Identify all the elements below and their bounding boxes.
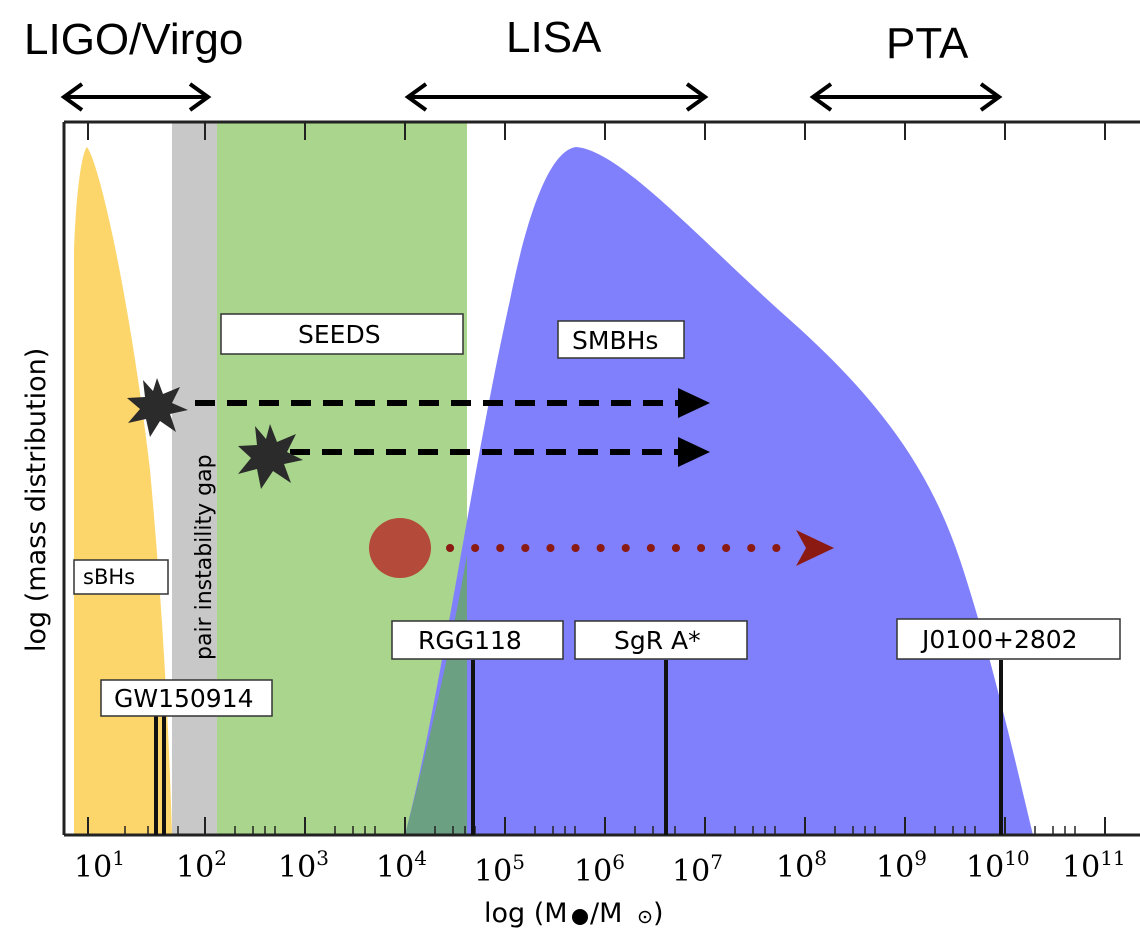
black-hole-symbol <box>572 909 588 925</box>
x-axis-tick-labels: 101 102 103 104 105 106 107 108 109 1010… <box>74 846 1126 889</box>
svg-text:105: 105 <box>474 850 525 889</box>
pta-range-arrow <box>809 82 1003 112</box>
lisa-range-arrow <box>404 82 709 112</box>
plot-area <box>74 122 1033 835</box>
seeds-label-box: SEEDS <box>220 313 464 355</box>
seed-growth-arrowhead-2 <box>678 437 710 467</box>
svg-text:108: 108 <box>776 846 827 885</box>
svg-text:SEEDS: SEEDS <box>298 320 381 349</box>
svg-text:106: 106 <box>574 850 625 889</box>
svg-text:102: 102 <box>176 846 227 885</box>
svg-text:GW150914: GW150914 <box>114 684 254 713</box>
pta-title: PTA <box>886 19 969 68</box>
svg-text:109: 109 <box>876 846 927 885</box>
svg-text:1011: 1011 <box>1062 846 1126 885</box>
x-axis-ticks <box>87 122 1106 835</box>
lisa-title: LISA <box>506 13 602 62</box>
pair-instability-gap-label: pair instability gap <box>192 454 217 660</box>
direct-collapse-seed-icon <box>369 518 431 578</box>
svg-text:log (M: log (M <box>484 898 568 929</box>
pop3-star-icon-1 <box>127 378 188 437</box>
ligo-range-arrow <box>60 82 212 112</box>
rgg118-marker: RGG118 <box>391 620 564 835</box>
svg-text:J0100+2802: J0100+2802 <box>920 625 1078 654</box>
svg-text:1010: 1010 <box>966 846 1030 885</box>
ligo-virgo-title: LIGO/Virgo <box>24 15 243 64</box>
j0100-2802-marker: J0100+2802 <box>896 618 1121 835</box>
sbhs-label-box: sBHs <box>73 559 169 595</box>
sbh-distribution-region <box>74 147 172 835</box>
sun-symbol-dot <box>643 915 647 919</box>
svg-text:107: 107 <box>672 850 723 889</box>
y-axis-label: log (mass distribution) <box>21 348 52 652</box>
svg-text:101: 101 <box>74 846 125 885</box>
direct-collapse-arrowhead <box>796 530 834 566</box>
pop3-star-icon-2 <box>238 424 303 489</box>
svg-text:104: 104 <box>376 846 427 885</box>
svg-text:103: 103 <box>278 846 329 885</box>
seed-growth-arrowhead-1 <box>678 388 710 418</box>
svg-text:/M: /M <box>590 898 622 929</box>
smbh-distribution-region <box>405 147 1033 835</box>
svg-text:RGG118: RGG118 <box>418 626 522 655</box>
sgr-a-star-marker: SgR A* <box>574 620 748 835</box>
plot-frame <box>62 120 1140 837</box>
sun-symbol-outer <box>638 910 652 924</box>
svg-text:SMBHs: SMBHs <box>572 326 658 355</box>
svg-text:SgR A*: SgR A* <box>614 626 701 655</box>
seeds-smbh-overlap-region <box>405 555 467 835</box>
svg-text:): ) <box>653 898 664 929</box>
smbhs-label-box: SMBHs <box>557 320 685 359</box>
gw150914-marker: GW150914 <box>100 679 273 835</box>
x-axis-label: log (M /M ) <box>484 898 664 929</box>
svg-text:sBHs: sBHs <box>83 565 135 589</box>
